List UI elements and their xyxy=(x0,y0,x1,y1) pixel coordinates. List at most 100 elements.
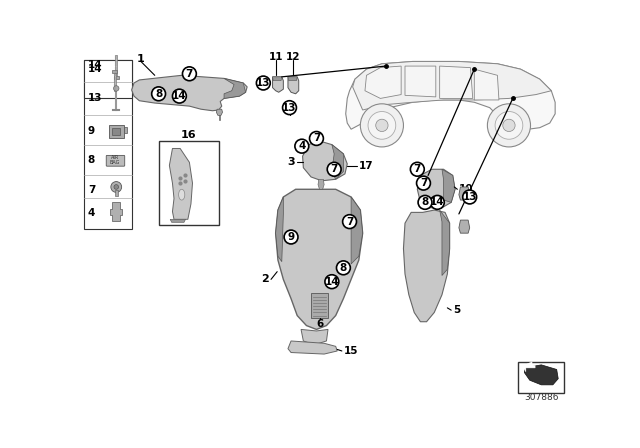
FancyBboxPatch shape xyxy=(115,190,118,196)
Text: 8: 8 xyxy=(421,198,429,207)
Text: 12: 12 xyxy=(285,52,300,62)
Polygon shape xyxy=(110,202,122,221)
Circle shape xyxy=(172,89,186,103)
Circle shape xyxy=(376,119,388,132)
FancyBboxPatch shape xyxy=(159,141,219,225)
FancyBboxPatch shape xyxy=(115,55,117,76)
Polygon shape xyxy=(365,66,401,99)
Text: 307886: 307886 xyxy=(524,393,559,402)
FancyBboxPatch shape xyxy=(124,127,127,133)
Text: 1: 1 xyxy=(137,54,145,64)
Circle shape xyxy=(431,195,444,209)
Polygon shape xyxy=(403,210,450,322)
Circle shape xyxy=(111,181,122,192)
Polygon shape xyxy=(288,77,297,81)
Text: 2: 2 xyxy=(261,274,269,284)
Polygon shape xyxy=(353,61,551,110)
Text: AIR
BAG: AIR BAG xyxy=(109,155,120,165)
Circle shape xyxy=(327,162,341,176)
Polygon shape xyxy=(474,69,499,100)
Text: 15: 15 xyxy=(344,346,358,356)
Circle shape xyxy=(488,104,531,147)
Text: 17: 17 xyxy=(359,161,373,171)
Circle shape xyxy=(463,190,477,204)
FancyBboxPatch shape xyxy=(518,362,564,392)
Text: 14: 14 xyxy=(324,277,339,287)
Polygon shape xyxy=(216,109,223,116)
Polygon shape xyxy=(273,77,284,92)
Circle shape xyxy=(152,87,166,101)
Polygon shape xyxy=(318,179,324,189)
Polygon shape xyxy=(273,77,282,81)
Polygon shape xyxy=(170,220,186,222)
Polygon shape xyxy=(276,197,284,262)
Circle shape xyxy=(410,162,424,176)
Polygon shape xyxy=(405,66,436,97)
Circle shape xyxy=(417,176,431,190)
Text: 14: 14 xyxy=(430,198,445,207)
Text: 7: 7 xyxy=(313,134,320,143)
Polygon shape xyxy=(288,77,299,94)
Text: 7: 7 xyxy=(420,178,427,188)
Polygon shape xyxy=(303,141,348,181)
Polygon shape xyxy=(351,197,363,264)
Polygon shape xyxy=(440,210,450,276)
FancyBboxPatch shape xyxy=(113,73,116,91)
FancyBboxPatch shape xyxy=(114,76,118,79)
Circle shape xyxy=(360,104,403,147)
Circle shape xyxy=(337,261,350,275)
Text: 13: 13 xyxy=(463,192,477,202)
Text: 5: 5 xyxy=(452,305,460,315)
Circle shape xyxy=(342,215,356,228)
Text: 7: 7 xyxy=(346,217,353,227)
Polygon shape xyxy=(301,329,328,345)
Text: 14: 14 xyxy=(172,91,187,101)
Polygon shape xyxy=(346,61,555,129)
Polygon shape xyxy=(524,365,558,385)
Text: 6: 6 xyxy=(316,319,323,329)
Text: 16: 16 xyxy=(181,129,196,140)
Polygon shape xyxy=(442,169,455,202)
Text: 4: 4 xyxy=(88,208,95,218)
Text: 14: 14 xyxy=(88,60,102,70)
Circle shape xyxy=(257,76,270,90)
Polygon shape xyxy=(417,169,455,208)
Text: 13: 13 xyxy=(256,78,271,88)
Polygon shape xyxy=(219,116,220,120)
Text: 11: 11 xyxy=(268,52,283,62)
Circle shape xyxy=(503,119,515,132)
Text: 8: 8 xyxy=(340,263,347,273)
Polygon shape xyxy=(440,66,473,99)
Polygon shape xyxy=(170,148,193,220)
FancyBboxPatch shape xyxy=(113,129,120,134)
FancyBboxPatch shape xyxy=(113,70,117,73)
Text: 4: 4 xyxy=(298,141,305,151)
Ellipse shape xyxy=(179,189,185,200)
Circle shape xyxy=(418,195,432,209)
FancyBboxPatch shape xyxy=(109,125,124,138)
Circle shape xyxy=(295,139,308,153)
Circle shape xyxy=(113,86,119,91)
Polygon shape xyxy=(132,75,247,111)
FancyBboxPatch shape xyxy=(84,60,132,229)
Circle shape xyxy=(114,185,118,190)
FancyBboxPatch shape xyxy=(311,293,328,318)
FancyBboxPatch shape xyxy=(106,155,125,166)
Text: 7: 7 xyxy=(413,164,421,174)
Text: 8: 8 xyxy=(88,155,95,165)
Text: 10: 10 xyxy=(459,184,474,194)
Circle shape xyxy=(325,275,339,289)
Circle shape xyxy=(283,101,296,115)
FancyBboxPatch shape xyxy=(84,60,132,99)
Text: 8: 8 xyxy=(155,89,162,99)
Polygon shape xyxy=(288,341,337,354)
Text: 7: 7 xyxy=(186,69,193,79)
Circle shape xyxy=(368,112,396,139)
Text: 3: 3 xyxy=(287,156,295,167)
Circle shape xyxy=(495,112,523,139)
Text: 9: 9 xyxy=(287,232,294,242)
Circle shape xyxy=(310,132,323,146)
Text: 7: 7 xyxy=(88,185,95,195)
Text: 13: 13 xyxy=(282,103,297,112)
Text: 14: 14 xyxy=(88,64,102,74)
